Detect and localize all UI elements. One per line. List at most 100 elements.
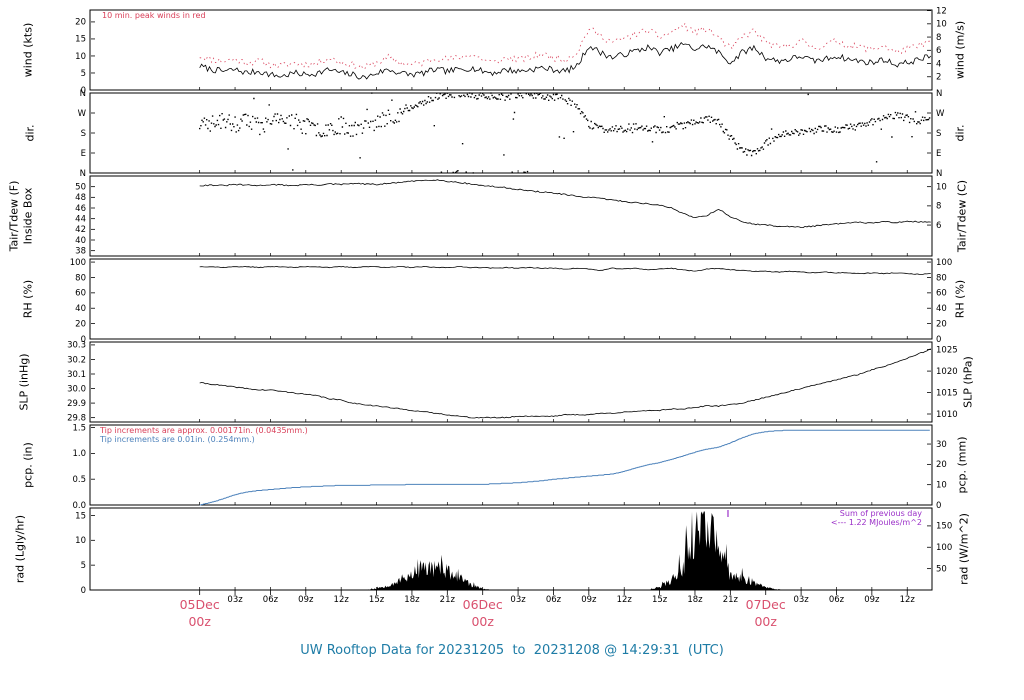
y-tick-label: 10 (75, 536, 86, 546)
axis-title-slp-left: SLP (inHg) (17, 353, 31, 411)
y-tick-label: 20 (75, 319, 86, 329)
y-tick-label: 12 (936, 6, 947, 16)
axis-title-wind-right: wind (m/s) (953, 20, 967, 80)
x-tick-label: 03z (227, 595, 243, 605)
y-tick-label: 29.9 (67, 399, 86, 409)
y-tick-label: 30 (936, 440, 947, 450)
y-tick-label: 30.0 (67, 384, 86, 394)
y-tick-label: 4 (936, 59, 941, 69)
x-tick-label: 06z (262, 595, 279, 605)
x-tick-label: 15z (651, 595, 668, 605)
panel-border (89, 341, 933, 423)
panel-wind: 0 5 10 15 20 2 4 6 8 10 12 (75, 6, 947, 95)
axis-title-temp-right: Tair/Tdew (C) (955, 179, 969, 253)
panel-pcp: 0.0 0.5 1.0 1.5 0 10 20 30 (72, 423, 946, 510)
y-tick-label: 20 (936, 460, 947, 470)
panel-slp: 29.8 29.9 30.0 30.1 30.2 30.3 1010 1015 1020 1025 (67, 341, 958, 424)
panel-border (89, 507, 933, 591)
axis-title-dir-right: dir. (953, 124, 967, 142)
panel-border (89, 258, 933, 340)
y-tick-label: 5 (81, 561, 86, 571)
rh-line (199, 265, 931, 275)
x-tick-label: 03z (793, 595, 809, 605)
y-tick-label: 46 (75, 204, 86, 214)
y-tick-label: 44 (75, 214, 86, 224)
x-tick-label: 09z (864, 595, 880, 605)
x-tick-label: 18z (687, 595, 703, 605)
wind-direction-points (199, 92, 931, 174)
y-tick-label: 40 (936, 304, 947, 314)
previous-day-sum-note-line2: <--- 1.22 MJoules/m^2 (830, 518, 922, 527)
y-tick-label: 0 (936, 501, 941, 511)
y-tick-label: S (81, 129, 86, 139)
precip-line (199, 429, 930, 506)
peak-winds-note: 10 min. peak winds in red (102, 11, 206, 20)
y-tick-label: E (81, 149, 86, 159)
y-tick-label: 0 (936, 335, 941, 345)
x-day-label: 07Dec (745, 597, 786, 612)
y-tick-label: 38 (75, 246, 86, 256)
axis-title-slp-right: SLP (hPa) (961, 356, 975, 408)
axis-title-temp-left-line1: Tair/Tdew (F) (7, 180, 21, 252)
y-tick-label: 20 (75, 18, 86, 28)
x-tick-label: 12z (333, 595, 349, 605)
y-tick-label: 10 (936, 20, 947, 30)
y-tick-label: 0 (81, 86, 86, 96)
wind-speed-line (199, 41, 932, 80)
y-tick-label: 8 (936, 202, 941, 212)
x-day-sublabel: 00z (754, 614, 777, 629)
axis-title-temp-left-line2: Inside Box (21, 187, 35, 245)
axis-title-dir-left: dir. (23, 124, 37, 142)
panel-rad: 0 5 10 15 50 100 150 (75, 507, 952, 596)
x-day-label: 06Dec (462, 597, 503, 612)
y-tick-label: 1.0 (72, 449, 86, 459)
y-tick-label: 40 (75, 236, 86, 246)
y-tick-label: 60 (75, 289, 86, 299)
y-tick-label: 15 (75, 511, 86, 521)
panel-border (89, 175, 933, 257)
y-tick-label: 6 (936, 46, 941, 56)
axis-title-wind-left: wind (kts) (21, 22, 35, 78)
panel-rh: 0 20 40 60 80 100 0 20 40 60 80 100 (70, 258, 952, 345)
y-tick-label: 100 (936, 543, 952, 553)
x-tick-label: 21z (722, 595, 738, 605)
y-tick-label: N (936, 89, 942, 99)
y-tick-label: 150 (936, 522, 952, 532)
panel-border (89, 9, 933, 91)
tair-line (199, 179, 931, 228)
y-tick-label: 2 (936, 73, 941, 83)
axis-title-rad-right: rad (W/m^2) (957, 513, 971, 585)
y-tick-label: W (936, 109, 945, 119)
axis-title-pcp-right: pcp. (mm) (955, 436, 969, 494)
y-tick-label: 15 (75, 35, 86, 45)
y-tick-label: 10 (936, 182, 947, 192)
x-tick-label: 09z (581, 595, 597, 605)
y-tick-label: 80 (75, 273, 86, 283)
axis-title-rh-left: RH (%) (21, 279, 35, 319)
y-tick-label: 1020 (936, 367, 958, 377)
slp-line (199, 348, 931, 419)
y-tick-label: W (78, 109, 87, 119)
y-tick-label: N (80, 89, 86, 99)
y-tick-label: E (936, 149, 941, 159)
x-tick-label: 18z (404, 595, 420, 605)
y-tick-label: 42 (75, 225, 86, 235)
x-tick-label: 06z (828, 595, 845, 605)
x-tick-label: 21z (439, 595, 455, 605)
figure-title: UW Rooftop Data for 20231205 to 20231208… (300, 643, 724, 658)
y-tick-label: 8 (936, 33, 941, 43)
x-tick-label: 12z (899, 595, 915, 605)
tip-increment-note-red: Tip increments are approx. 0.00171in. (0… (100, 426, 308, 435)
y-tick-label: 1015 (936, 388, 958, 398)
y-tick-label: 30.2 (67, 355, 86, 365)
y-tick-label: 48 (75, 193, 86, 203)
x-tick-label: 12z (616, 595, 632, 605)
y-tick-label: 80 (936, 273, 947, 283)
y-tick-label: 10 (936, 480, 947, 490)
x-day-label: 05Dec (179, 597, 220, 612)
y-tick-label: 0.5 (72, 475, 86, 485)
y-tick-label: 5 (81, 69, 86, 79)
x-tick-label: 15z (368, 595, 385, 605)
